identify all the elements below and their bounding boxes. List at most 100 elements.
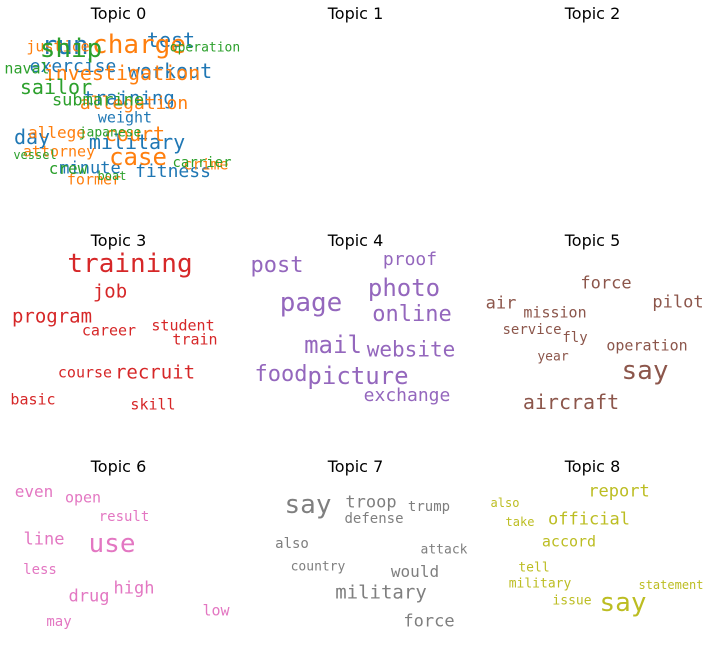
word-weight: weight [97,108,153,127]
word-say: say [621,356,669,386]
word-crew: crew [48,159,88,178]
word-photo: photo [367,274,441,302]
word-post: post [250,253,304,278]
word-course: course [57,363,113,382]
word-troop: troop [345,492,397,513]
word-line: line [23,529,65,550]
word-military: military [88,130,186,154]
wordcloud-panel-topic-4: Topic 4 post proof photo page online mail websi… [237,227,474,443]
panel-title: Topic 5 [564,231,621,250]
word-mail: mail [304,331,362,359]
word-military: military [508,576,572,592]
word-aircraft: aircraft [522,390,620,414]
word-say: say [599,588,647,618]
panel-title: Topic 4 [327,231,384,250]
word-japanese: japanese [78,125,142,141]
word-operation: operation [169,40,241,56]
panel-title: Topic 3 [90,231,147,250]
panel-title: Topic 8 [564,457,621,476]
word-website: website [366,337,456,362]
word-food: food [254,362,308,387]
word-workout: workout [127,59,213,83]
word-attack: attack [420,542,468,558]
word-report: report [588,481,650,502]
word-program: program [11,305,93,328]
panel-title: Topic 2 [564,4,621,23]
wordcloud-panel-topic-1: Topic 1 justice charge investigation allegat… [23,0,474,216]
word-attorney: attorney [22,142,96,161]
word-military: military [335,581,427,604]
wordcloud-panel-topic-0: Topic 0 run test exercise workout training wei… [0,0,237,216]
word-submarine: submarine [51,90,145,111]
word-test: test [146,28,196,52]
word-court: court [104,122,166,146]
wordcloud-panel-topic-2: Topic 2 ship operation naval sailor submarine… [4,0,711,216]
wordcloud-panel-topic-6: Topic 6 even open result line use less high drug… [0,453,237,669]
word-use: use [88,529,136,559]
word-online: online [372,302,452,327]
word-carrier: carrier [172,155,232,171]
word-justice: justice [26,37,90,56]
word-exchange: exchange [363,385,451,406]
wordcloud-panel-topic-5: Topic 5 force air mission pilot service fly yea… [474,227,711,443]
word-ship: ship [39,34,103,64]
panel-title: Topic 7 [327,457,384,476]
word-crime: crime [183,155,229,174]
word-day: day [13,125,51,149]
word-operation: operation [606,336,688,355]
word-year: year [537,349,569,365]
word-mission: mission [523,303,587,322]
word-skill: skill [130,395,176,414]
word-investigation: investigation [43,61,201,85]
word-pilot: pilot [652,292,704,313]
word-run: run [41,31,89,61]
word-low: low [202,601,230,620]
word-take: take [505,515,535,529]
wordcloud-panel-topic-7: Topic 7 say troop trump defense also attack cou… [237,453,474,669]
word-training: training [67,249,193,279]
word-allegation: allegation [79,93,189,114]
panel-title: Topic 1 [327,4,384,23]
word-case: case [109,143,167,171]
word-also: also [490,496,520,510]
word-defense: defense [344,511,404,527]
word-air: air [485,293,517,314]
word-page: page [279,288,343,318]
word-training: training [83,87,175,110]
word-statement: statement [638,578,704,592]
word-less: less [23,562,57,578]
word-accord: accord [541,532,597,551]
word-force: force [403,611,455,632]
word-force: force [580,273,632,294]
word-service: service [502,322,562,338]
word-boat: boat [97,169,127,183]
word-job: job [92,280,128,303]
wordcloud-panel-topic-8: Topic 8 report also official take accord tell m… [474,453,711,669]
word-drug: drug [68,586,110,607]
word-even: even [14,482,54,501]
word-tell: tell [518,560,550,576]
word-also: also [275,536,309,552]
word-proof: proof [382,249,438,270]
word-recruit: recruit [114,361,196,384]
word-open: open [64,488,102,507]
word-say: say [284,490,332,520]
word-picture: picture [307,362,409,390]
word-high: high [113,578,155,599]
word-trump: trump [407,499,451,515]
word-fly: fly [562,330,588,346]
word-issue: issue [552,593,592,609]
word-basic: basic [10,390,56,409]
word-charge: charge [92,30,186,60]
word-result: result [98,509,150,525]
word-exercise: exercise [29,56,117,77]
word-naval: naval [4,59,50,78]
word-would: would [390,562,440,581]
word-career: career [81,321,137,340]
panel-title: Topic 0 [90,4,147,23]
word-official: official [548,509,630,530]
word-allege: allege [28,123,86,142]
word-student: student [151,316,215,335]
panel-title: Topic 6 [90,457,147,476]
word-fitness: fitness [135,161,211,182]
